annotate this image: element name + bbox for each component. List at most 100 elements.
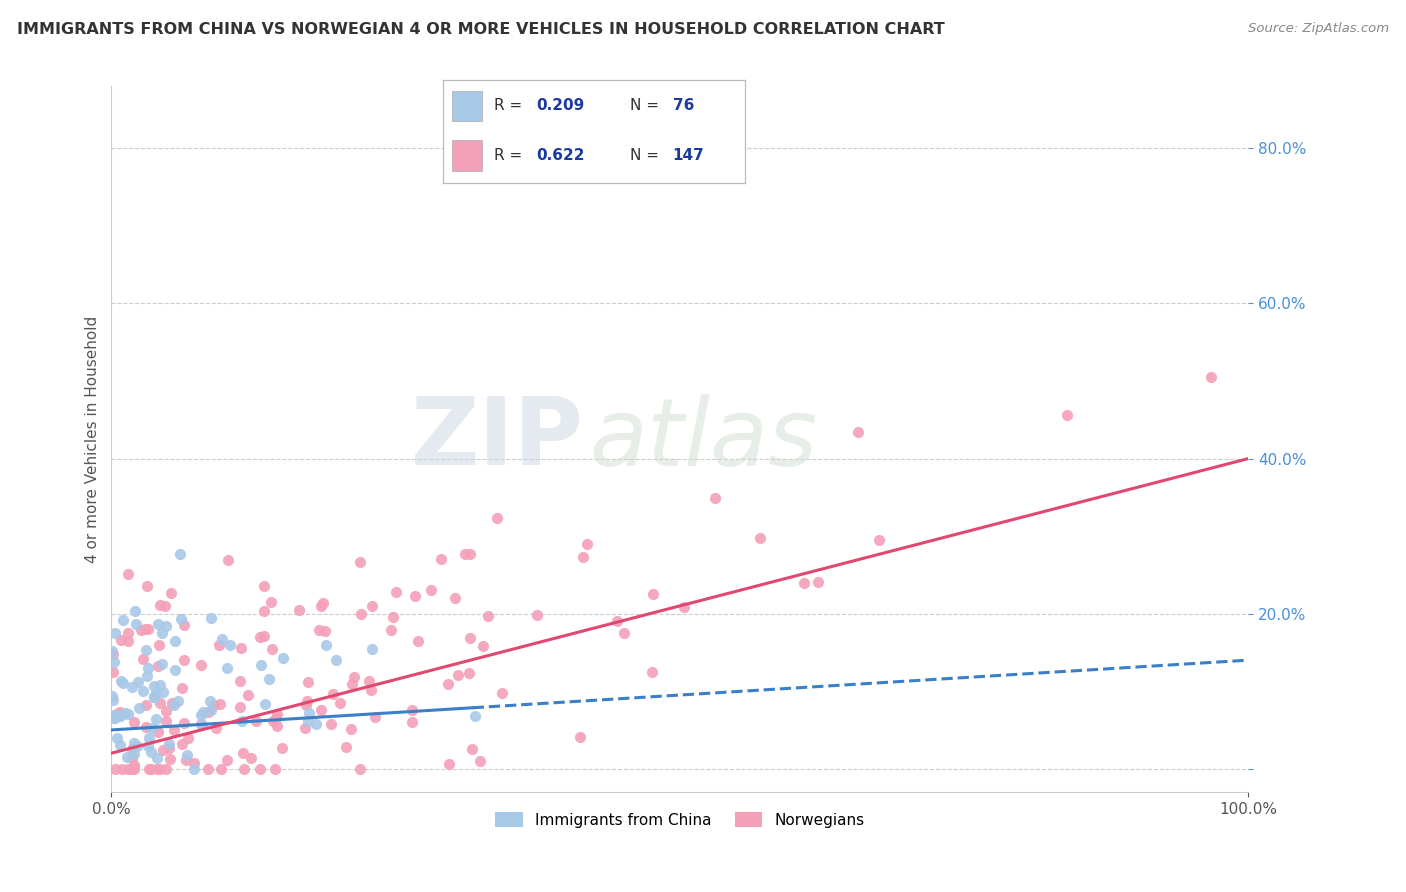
Text: ZIP: ZIP: [411, 393, 583, 485]
Point: [340, 722, 363, 736]
Point: [103, 655, 125, 669]
Point: [173, 716, 195, 731]
Point: [125, 739, 148, 753]
Point: [145, 712, 167, 726]
Point: [190, 717, 212, 731]
Point: [245, 714, 267, 728]
Point: [1056, 408, 1078, 422]
Point: [167, 694, 190, 708]
Point: [143, 690, 166, 705]
Point: [172, 681, 194, 695]
Point: [349, 555, 371, 569]
Point: [673, 600, 696, 615]
Point: [183, 762, 205, 776]
Point: [108, 709, 131, 723]
Point: [249, 762, 271, 776]
Point: [319, 716, 342, 731]
Point: [264, 711, 287, 725]
Point: [121, 750, 143, 764]
Point: [491, 686, 513, 700]
Point: [263, 762, 285, 776]
Point: [335, 739, 357, 754]
Point: [174, 753, 197, 767]
Point: [385, 584, 408, 599]
Point: [155, 714, 177, 728]
Point: [190, 717, 212, 731]
Point: [155, 618, 177, 632]
Point: [253, 697, 276, 711]
Point: [253, 629, 276, 643]
Point: [200, 703, 222, 717]
Point: [420, 582, 443, 597]
Point: [208, 697, 231, 711]
Point: [297, 674, 319, 689]
Point: [108, 706, 131, 720]
Point: [136, 622, 159, 636]
Point: [322, 686, 344, 700]
Text: R =: R =: [495, 148, 527, 162]
Point: [183, 756, 205, 771]
Point: [160, 696, 183, 710]
Point: [360, 683, 382, 698]
Point: [749, 531, 772, 545]
Point: [295, 694, 318, 708]
Point: [793, 576, 815, 591]
Point: [128, 701, 150, 715]
Point: [117, 634, 139, 648]
Point: [173, 617, 195, 632]
Point: [136, 669, 159, 683]
Point: [117, 626, 139, 640]
Point: [361, 599, 384, 614]
Point: [641, 665, 664, 679]
Point: [568, 730, 591, 744]
Point: [101, 648, 124, 662]
Point: [157, 737, 180, 751]
Point: [121, 741, 143, 756]
Point: [437, 676, 460, 690]
Point: [401, 714, 423, 729]
Point: [110, 707, 132, 722]
Point: [112, 613, 135, 627]
Point: [437, 756, 460, 771]
Point: [350, 607, 373, 622]
Point: [110, 673, 132, 688]
Point: [340, 676, 363, 690]
Point: [576, 536, 599, 550]
Point: [464, 708, 486, 723]
Point: [204, 721, 226, 735]
Point: [135, 643, 157, 657]
Point: [468, 754, 491, 768]
Point: [135, 720, 157, 734]
Text: 76: 76: [672, 98, 695, 113]
Point: [461, 741, 484, 756]
Point: [232, 746, 254, 760]
Point: [138, 731, 160, 746]
Point: [477, 609, 499, 624]
Text: Source: ZipAtlas.com: Source: ZipAtlas.com: [1249, 22, 1389, 36]
Point: [145, 751, 167, 765]
Point: [122, 747, 145, 761]
Point: [103, 711, 125, 725]
Point: [163, 633, 186, 648]
Point: [103, 708, 125, 723]
Point: [404, 589, 426, 603]
Point: [262, 642, 284, 657]
Point: [125, 617, 148, 632]
Point: [138, 762, 160, 776]
Point: [190, 658, 212, 673]
Point: [141, 745, 163, 759]
Text: IMMIGRANTS FROM CHINA VS NORWEGIAN 4 OR MORE VEHICLES IN HOUSEHOLD CORRELATION C: IMMIGRANTS FROM CHINA VS NORWEGIAN 4 OR …: [17, 22, 945, 37]
Point: [401, 703, 423, 717]
Text: 0.622: 0.622: [537, 148, 585, 162]
Point: [238, 688, 260, 702]
Point: [152, 685, 174, 699]
Point: [129, 624, 152, 638]
Point: [149, 696, 172, 710]
Point: [252, 579, 274, 593]
Point: [101, 692, 124, 706]
Point: [208, 638, 231, 652]
Point: [458, 548, 481, 562]
Point: [149, 678, 172, 692]
Point: [342, 670, 364, 684]
Point: [807, 575, 830, 590]
